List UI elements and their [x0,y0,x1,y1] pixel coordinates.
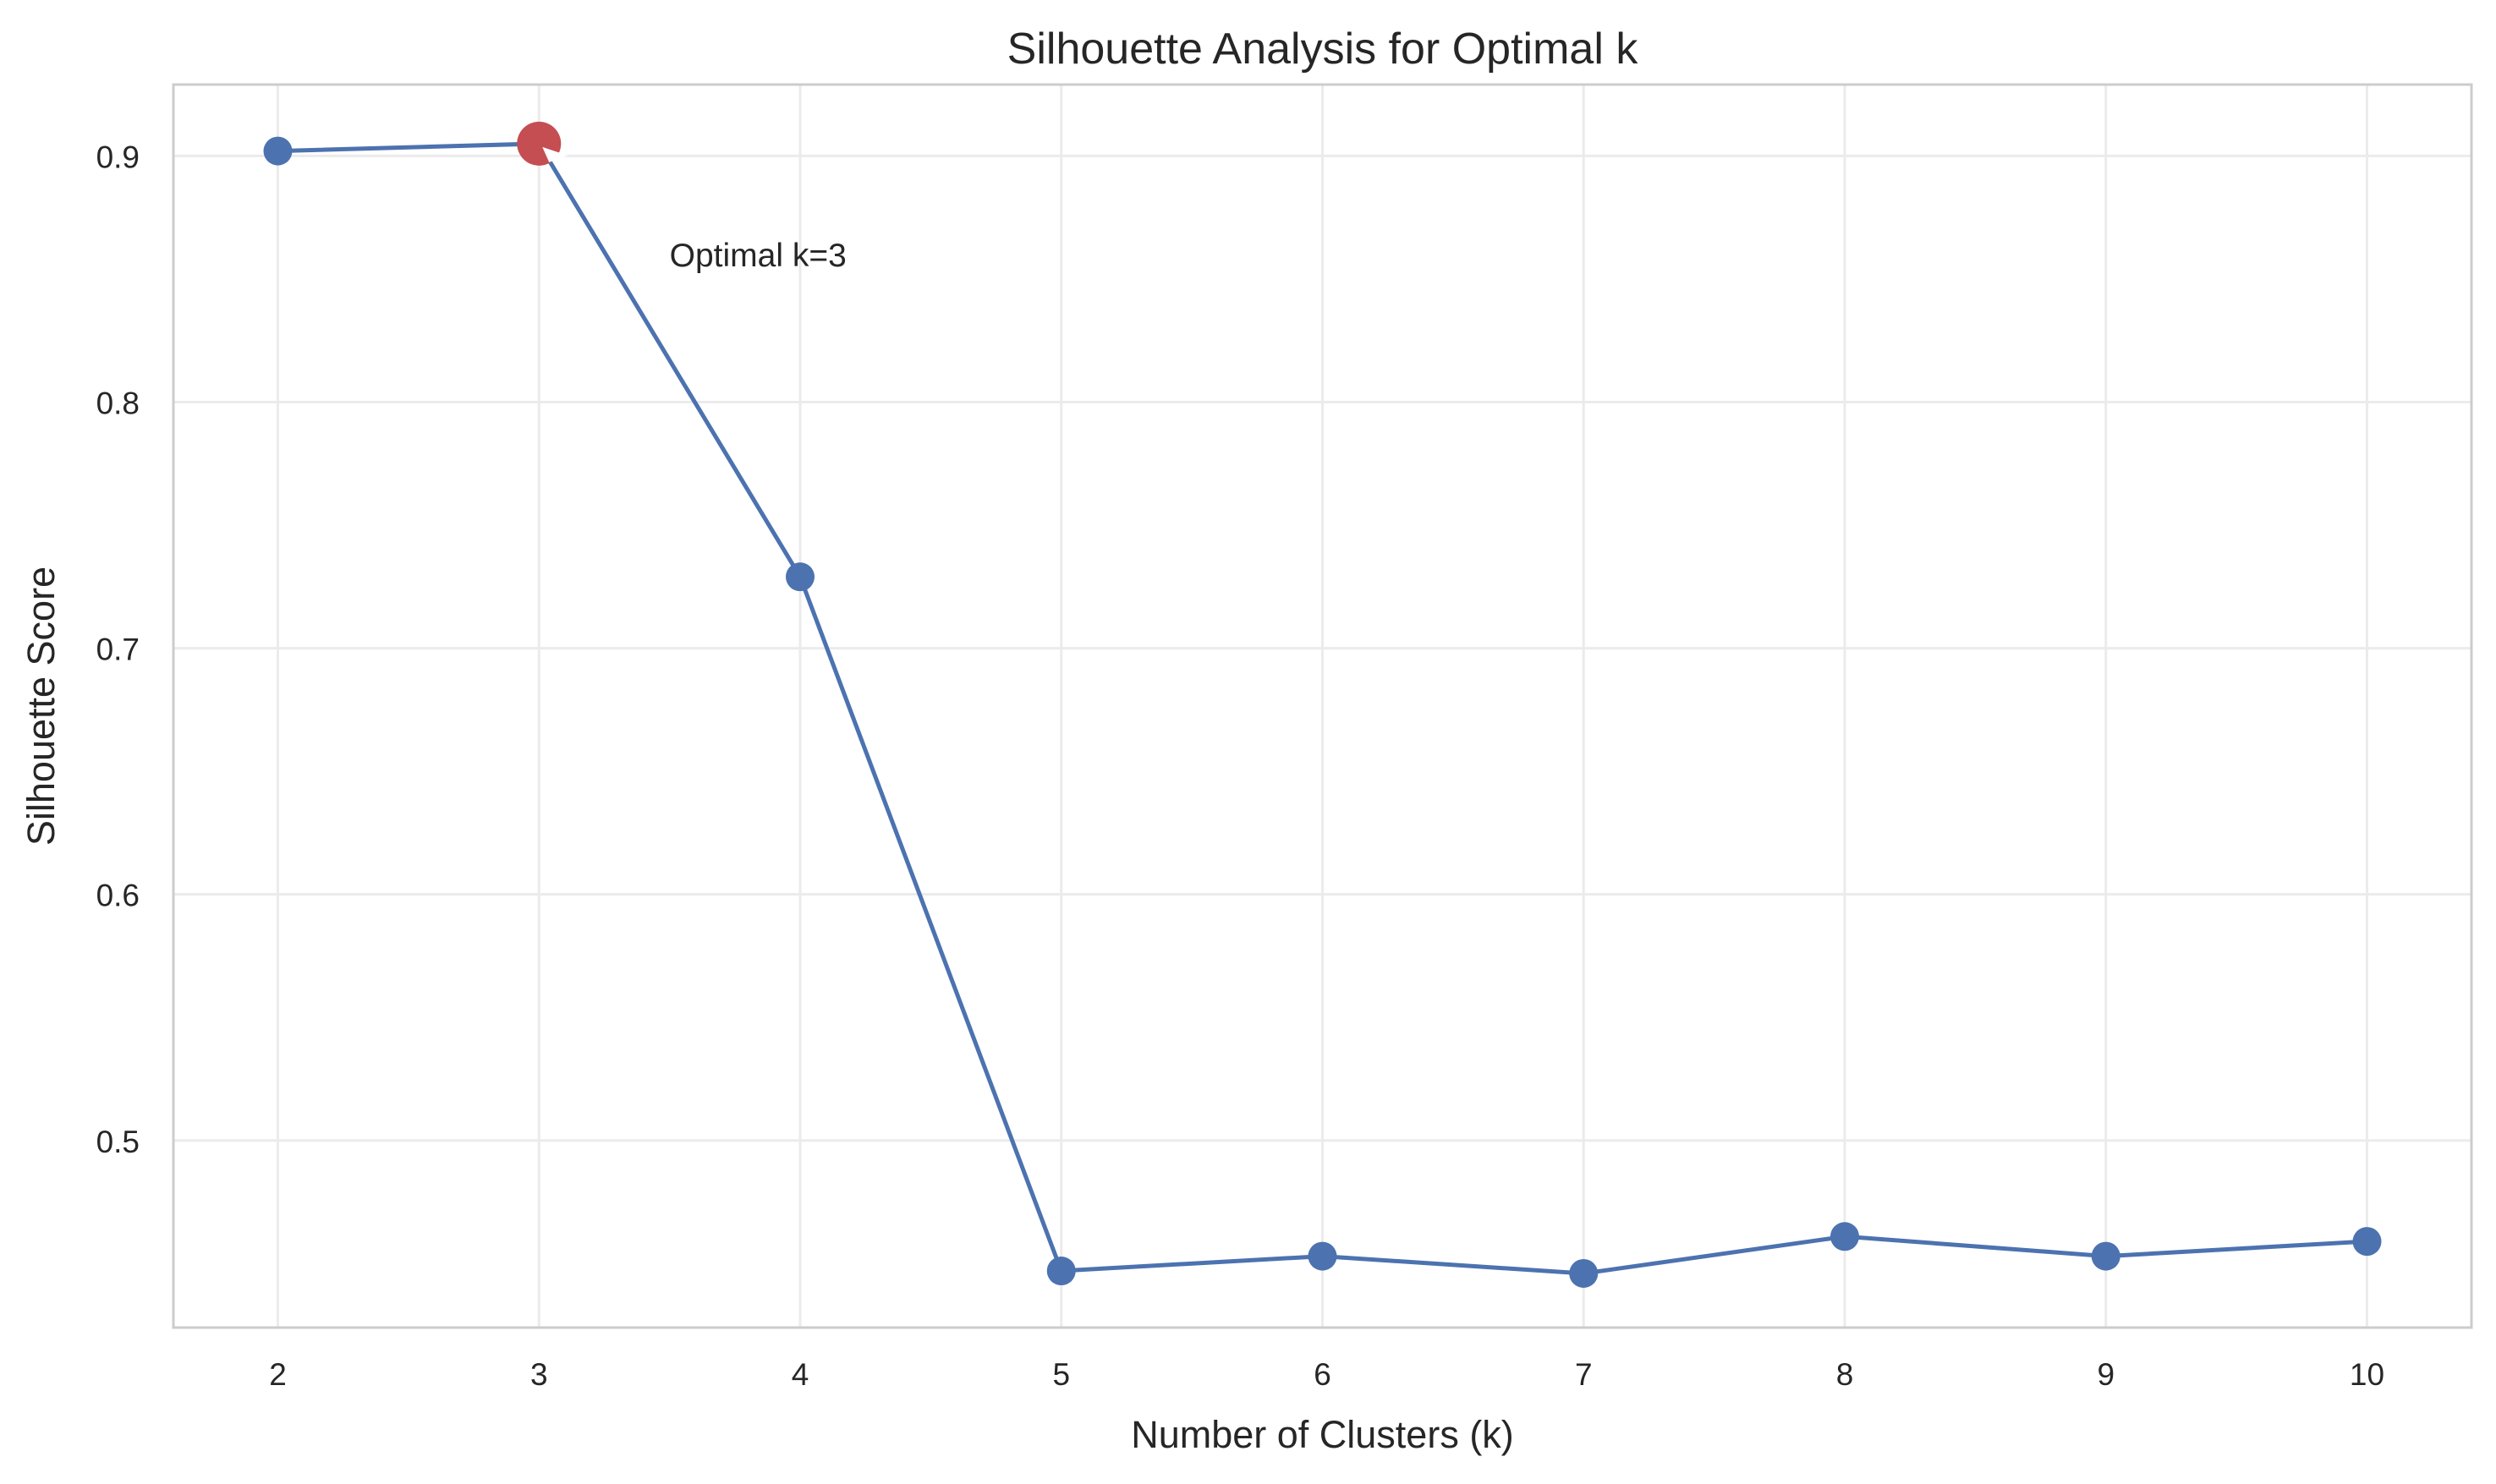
data-point [1308,1241,1337,1271]
y-tick-label: 0.5 [96,1125,140,1159]
data-point [2091,1241,2120,1271]
data-point [1569,1258,1599,1288]
x-tick-label: 2 [269,1357,287,1392]
data-point [786,562,815,592]
data-point [1046,1257,1076,1286]
y-tick-label: 0.6 [96,879,140,913]
data-point [1830,1222,1859,1251]
data-point [2352,1227,2382,1257]
x-tick-label: 9 [2097,1357,2115,1392]
x-tick-label: 7 [1575,1357,1593,1392]
x-axis-label: Number of Clusters (k) [1131,1413,1514,1456]
y-tick-label: 0.8 [96,386,140,421]
x-tick-label: 8 [1836,1357,1854,1392]
x-tick-label: 5 [1052,1357,1070,1392]
y-tick-label: 0.7 [96,632,140,667]
y-axis-label: Silhouette Score [19,567,63,846]
data-point [263,136,293,166]
y-tick-label: 0.9 [96,140,140,174]
x-axis-ticks: 2 3 4 5 6 7 8 9 10 [269,1357,2384,1392]
chart-title: Silhouette Analysis for Optimal k [1007,25,1639,74]
grid [173,85,2471,1328]
y-axis-ticks: 0.5 0.6 0.7 0.8 0.9 [96,140,140,1158]
x-tick-label: 3 [530,1357,548,1392]
plot-frame [172,83,2473,1329]
series-group [263,121,2382,1288]
x-tick-label: 10 [2350,1357,2384,1392]
annotation-arrow-head [542,146,568,162]
annotation-optimal-k: Optimal k=3 [670,238,847,274]
x-tick-label: 6 [1314,1357,1331,1392]
x-tick-label: 4 [792,1357,809,1392]
